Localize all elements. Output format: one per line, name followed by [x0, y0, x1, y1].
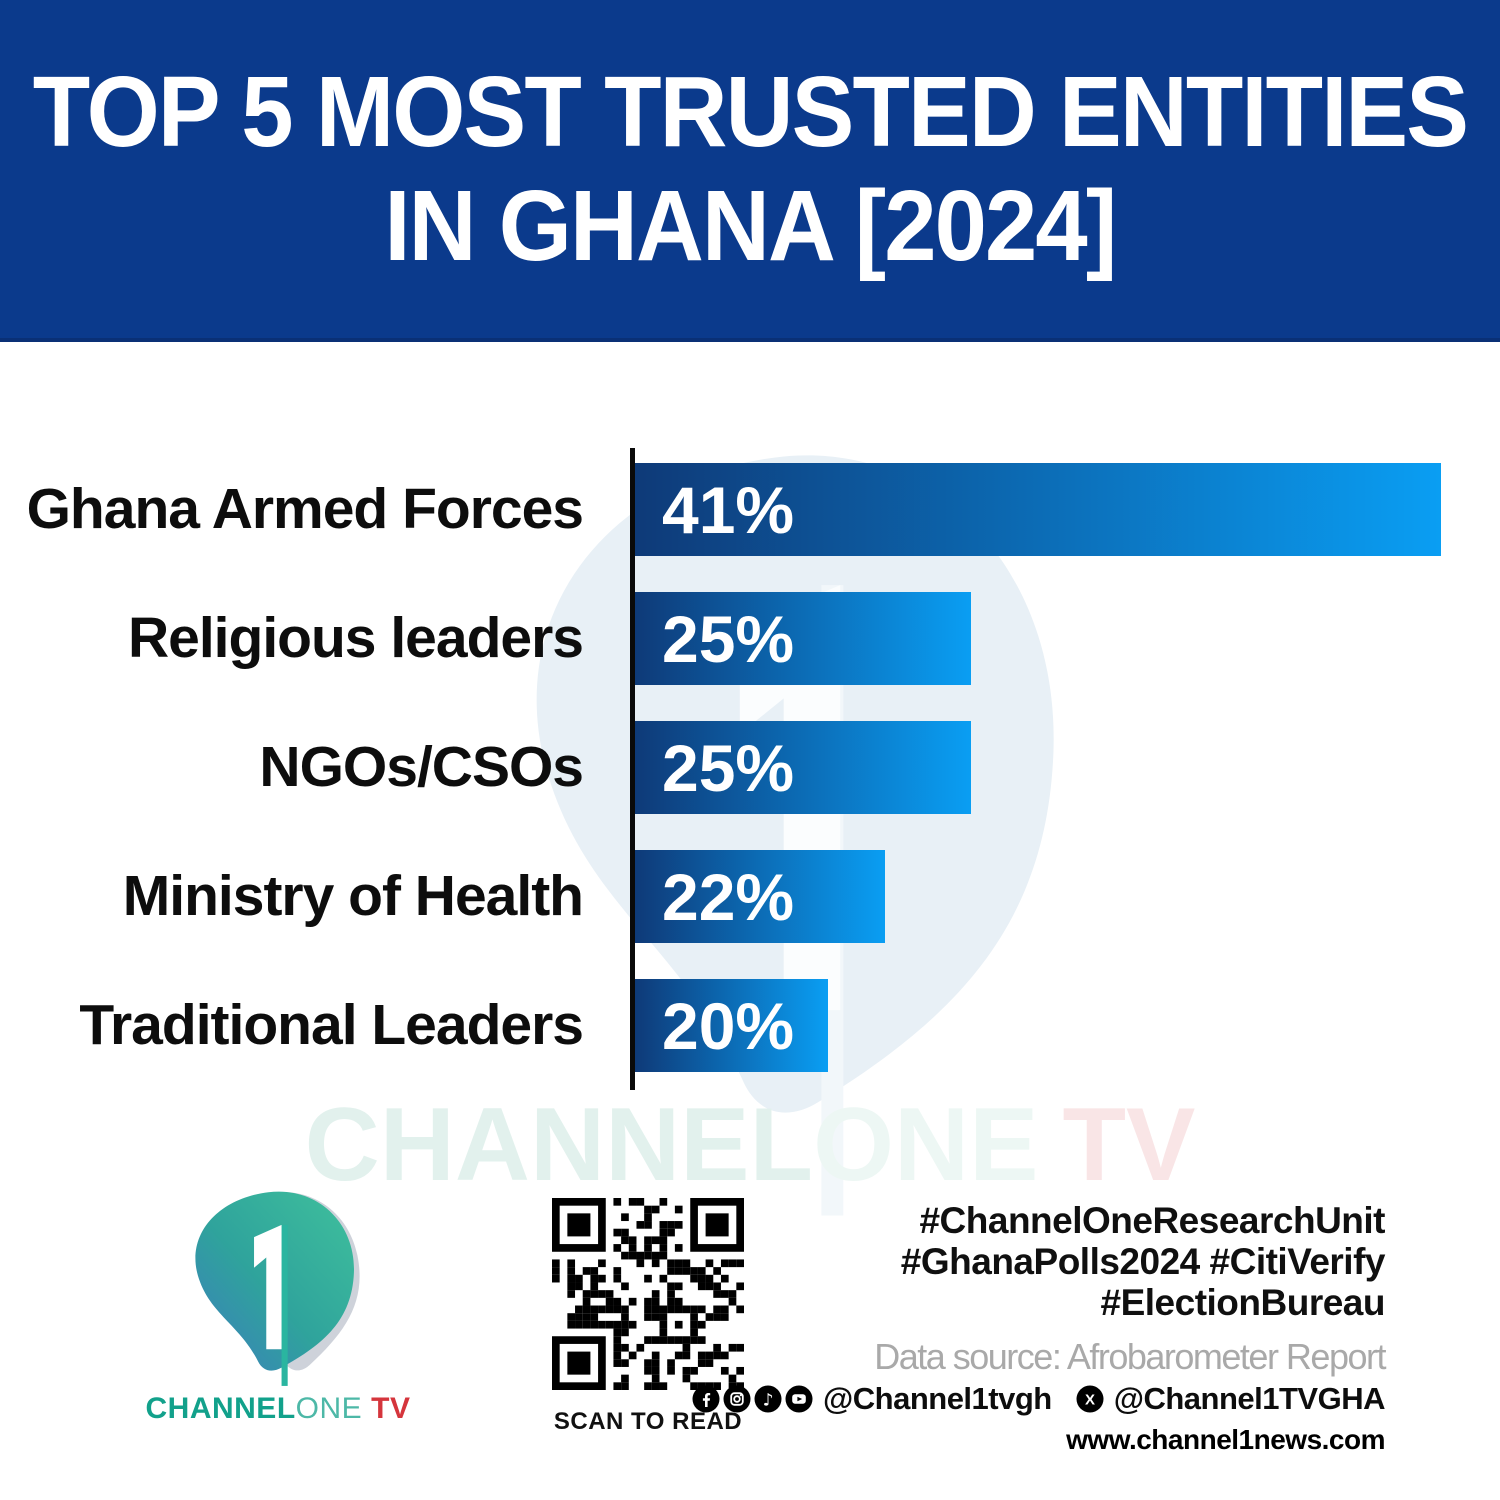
chart-row: Traditional Leaders 20%	[0, 979, 1500, 1072]
hashtag-line-2: #GhanaPolls2024 #CitiVerify	[900, 1241, 1386, 1282]
svg-text:♪: ♪	[763, 1391, 774, 1411]
logo-wordmark: CHANNELONE TV	[138, 1392, 418, 1426]
value-label: 25%	[662, 601, 795, 676]
social-handle-2: @Channel1TVGHA	[1113, 1381, 1386, 1416]
hashtag-line-1: #ChannelOneResearchUnit	[919, 1200, 1385, 1241]
youtube-icon	[785, 1385, 813, 1413]
chart-row: Religious leaders 25%	[0, 592, 1500, 685]
category-label: Traditional Leaders	[79, 993, 584, 1057]
category-label: NGOs/CSOs	[259, 735, 584, 799]
chart-rows: Ghana Armed Forces 41% Religious leaders 25…	[0, 463, 1500, 1108]
instagram-icon	[723, 1385, 751, 1413]
value-label: 22%	[662, 859, 795, 934]
chart-row: NGOs/CSOs 25%	[0, 721, 1500, 814]
page-title-line1: TOP 5 MOST TRUSTED ENTITIES	[32, 56, 1469, 168]
category-label: Ghana Armed Forces	[26, 477, 584, 541]
x-icon: X	[1076, 1385, 1104, 1413]
bar: 25%	[635, 592, 971, 685]
page-title-line2: IN GHANA [2024]	[384, 170, 1118, 282]
bar: 22%	[635, 850, 885, 943]
category-label: Ministry of Health	[122, 864, 584, 928]
tiktok-icon: ♪	[754, 1385, 782, 1413]
value-label: 20%	[662, 988, 795, 1063]
watermark-one: ONE	[813, 1087, 1039, 1203]
hashtag-line-3: #ElectionBureau	[1100, 1282, 1386, 1323]
watermark-channel: CHANNEL	[304, 1087, 814, 1203]
header-banner: TOP 5 MOST TRUSTED ENTITIES IN GHANA [20…	[0, 0, 1500, 342]
social-handle-1: @Channel1tvgh	[823, 1381, 1052, 1416]
qr-block: SCAN TO READ	[552, 1198, 744, 1436]
data-source-text: Data source: Afrobarometer Report	[874, 1336, 1386, 1377]
value-label: 25%	[662, 730, 795, 805]
value-label: 41%	[662, 472, 795, 547]
chart-row: Ghana Armed Forces 41%	[0, 463, 1500, 556]
qr-caption: SCAN TO READ	[553, 1408, 743, 1435]
bar: 20%	[635, 979, 828, 1072]
facebook-icon	[692, 1385, 720, 1413]
bar: 41%	[635, 463, 1441, 556]
wordmark-one: ONE	[295, 1392, 363, 1425]
watermark-wordmark: CHANNELONE TV	[0, 1086, 1500, 1205]
wordmark-tv: TV	[371, 1392, 411, 1425]
watermark-tv: TV	[1062, 1087, 1196, 1203]
svg-text:X: X	[1085, 1392, 1095, 1409]
footer-right-column: #ChannelOneResearchUnit #GhanaPolls2024 …	[689, 1200, 1386, 1456]
wordmark-channel: CHANNEL	[145, 1392, 296, 1425]
category-label: Religious leaders	[127, 606, 584, 670]
bar-chart: Ghana Armed Forces 41% Religious leaders 25…	[0, 448, 1500, 1108]
social-row: ♪ @Channel1tvgh X @Channel1TVGHA	[689, 1381, 1386, 1417]
chart-axis-line	[630, 448, 635, 1090]
bar: 25%	[635, 721, 971, 814]
chart-row: Ministry of Health 22%	[0, 850, 1500, 943]
qr-code	[552, 1198, 744, 1395]
channel-one-logo: 1	[194, 1191, 360, 1386]
website-url: www.channel1news.com	[1066, 1424, 1385, 1455]
